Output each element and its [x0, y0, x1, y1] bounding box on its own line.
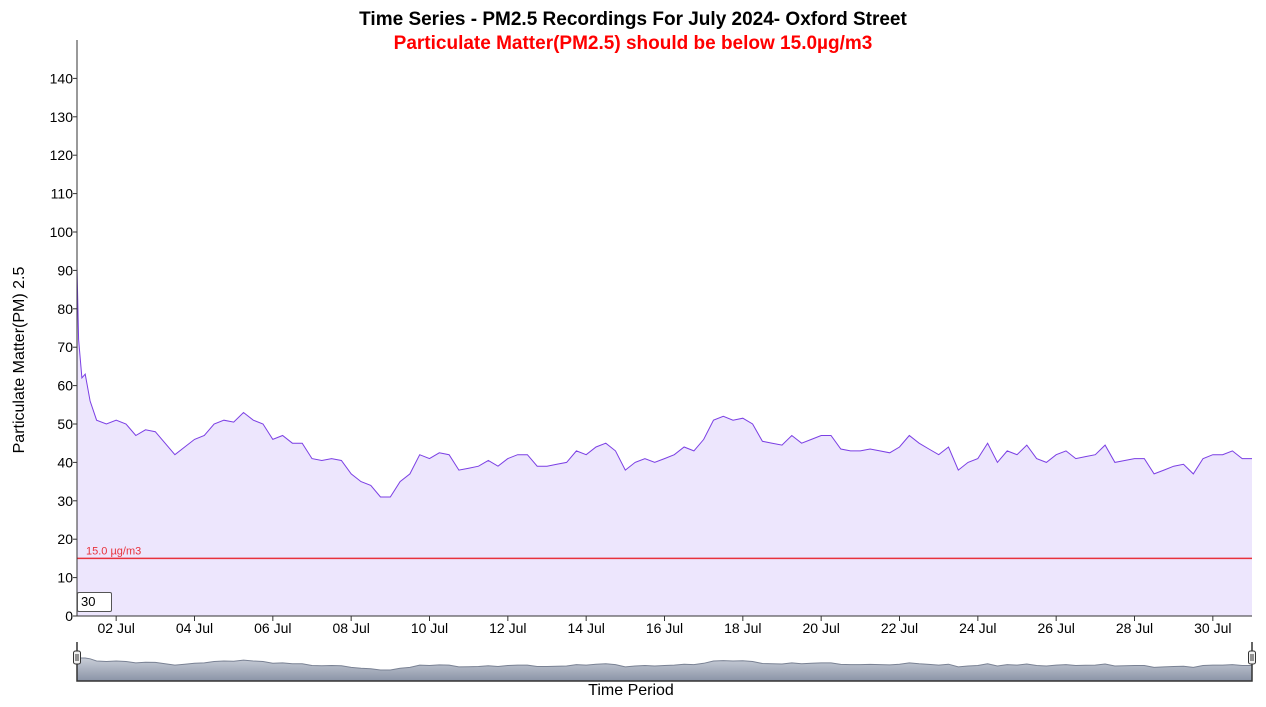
y-tick-label: 30: [57, 493, 73, 509]
y-tick-label: 90: [57, 262, 73, 278]
y-tick-label: 10: [57, 570, 73, 586]
y-tick-label: 60: [57, 378, 73, 394]
handle-grip[interactable]: [1248, 650, 1256, 665]
y-tick-label: 80: [57, 301, 73, 317]
x-tick-label: 16 Jul: [646, 620, 683, 636]
y-tick-label: 40: [57, 454, 73, 470]
navigator-handle-right[interactable]: [1248, 650, 1256, 665]
y-tick-label: 0: [65, 608, 73, 624]
navigator-handle-left[interactable]: [73, 650, 81, 665]
y-tick-label: 120: [50, 147, 74, 163]
x-tick-label: 10 Jul: [411, 620, 448, 636]
x-tick-label: 08 Jul: [332, 620, 369, 636]
y-axis-label: Particulate Matter(PM) 2.5: [11, 267, 28, 454]
y-tick-label: 20: [57, 531, 73, 547]
x-tick-label: 02 Jul: [97, 620, 134, 636]
x-tick-label: 04 Jul: [176, 620, 213, 636]
x-tick-label: 28 Jul: [1116, 620, 1153, 636]
x-tick-label: 22 Jul: [881, 620, 918, 636]
range-navigator[interactable]: [73, 642, 1256, 682]
series-line-0: [76, 266, 1252, 498]
y-tick-label: 50: [57, 416, 73, 432]
y-tick-label: 70: [57, 339, 73, 355]
navigator-line: [77, 657, 1252, 671]
x-tick-label: 14 Jul: [567, 620, 604, 636]
x-tick-label: 24 Jul: [959, 620, 996, 636]
range-input[interactable]: 30: [77, 592, 112, 612]
x-tick-label: 30 Jul: [1194, 620, 1231, 636]
chart-subtitle: Particulate Matter(PM2.5) should be belo…: [393, 33, 873, 54]
navigator-area: [77, 658, 1252, 681]
x-axis-label: Time Period: [588, 682, 674, 699]
x-tick-label: 12 Jul: [489, 620, 526, 636]
y-axis: 0 10 20 30 40 50 60 70 80 90 100 110 120 130 140: [50, 40, 78, 624]
y-tick-label: 110: [51, 186, 74, 202]
x-tick-label: 18 Jul: [724, 620, 761, 636]
x-axis: 02 Jul 04 Jul 06 Jul 08 Jul 10 Jul 12 Jul 14 J…: [77, 615, 1252, 636]
y-tick-label: 100: [50, 224, 74, 240]
threshold-label: 15.0 µg/m3: [86, 545, 141, 557]
plot-area: 15.0 µg/m3: [76, 266, 1252, 616]
x-tick-label: 20 Jul: [802, 620, 839, 636]
handle-grip[interactable]: [73, 650, 81, 665]
y-tick-label: 130: [50, 109, 74, 125]
series-area-0: [77, 266, 1252, 616]
chart-title: Time Series - PM2.5 Recordings For July …: [359, 9, 907, 30]
x-tick-label: 06 Jul: [254, 620, 291, 636]
x-tick-label: 26 Jul: [1037, 620, 1074, 636]
y-tick-label: 140: [50, 70, 74, 86]
